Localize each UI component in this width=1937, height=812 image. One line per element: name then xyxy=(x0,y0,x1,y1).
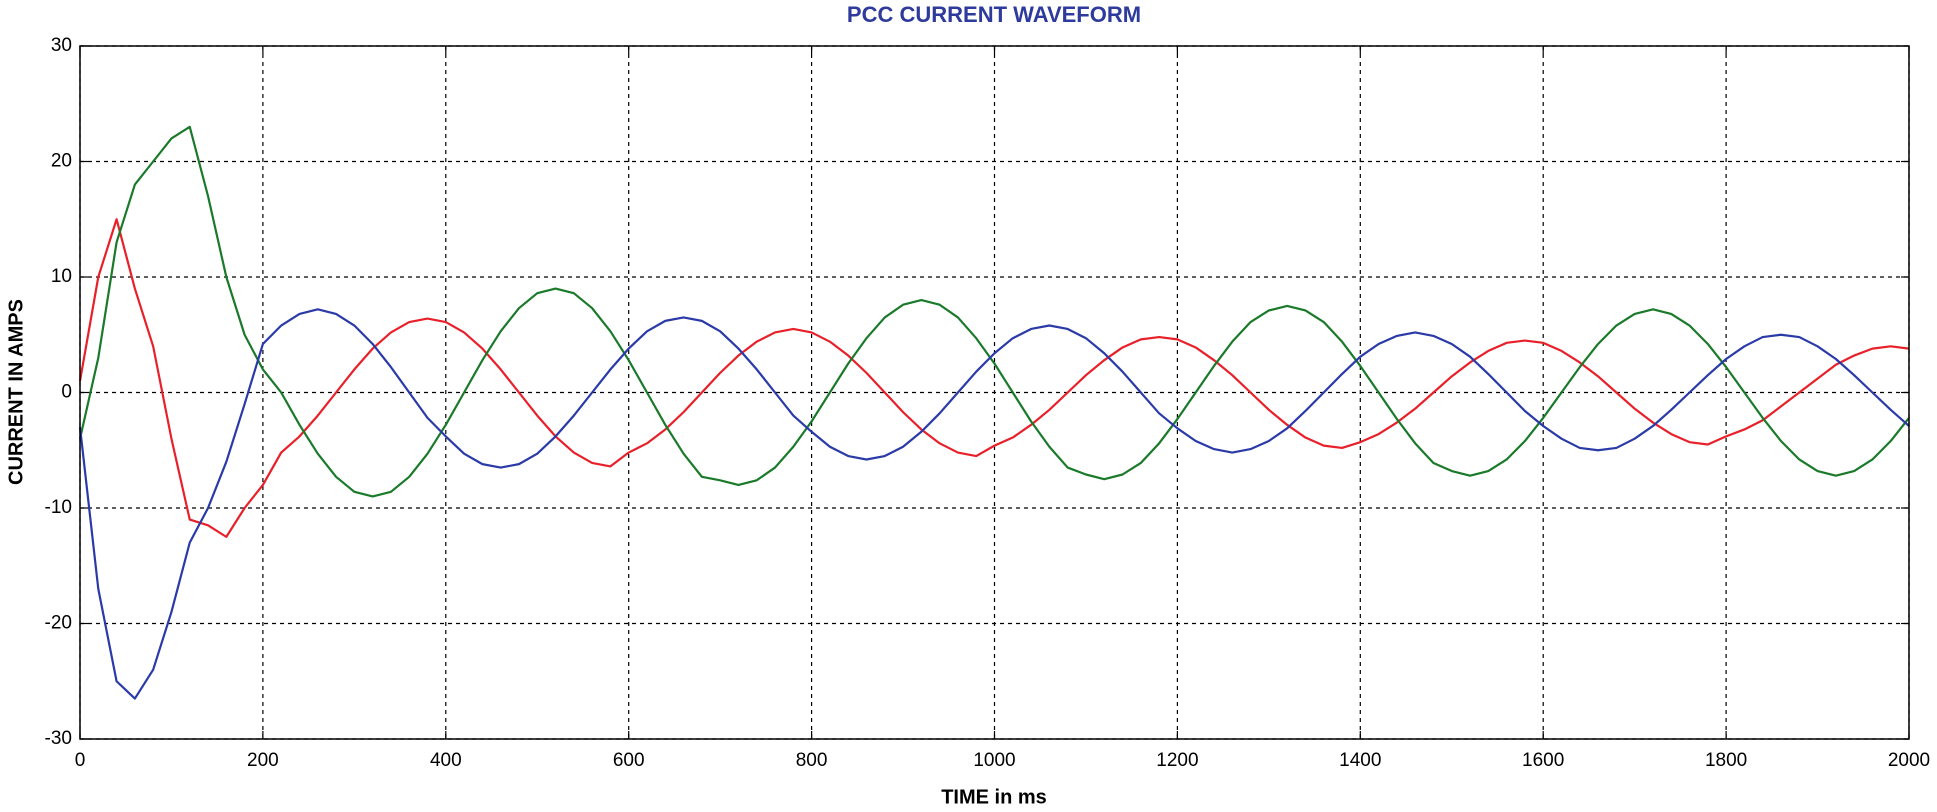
x-tick-label: 400 xyxy=(430,750,462,771)
y-tick-label: 10 xyxy=(51,266,72,287)
y-tick-label: 0 xyxy=(61,382,72,403)
x-tick-label: 1000 xyxy=(973,750,1015,771)
x-tick-label: 2000 xyxy=(1888,750,1930,771)
x-tick-label: 1200 xyxy=(1156,750,1198,771)
y-tick-label: 30 xyxy=(51,35,72,56)
y-axis-label: CURRENT IN AMPS xyxy=(5,299,27,485)
x-tick-label: 600 xyxy=(613,750,645,771)
series-line xyxy=(78,125,1910,498)
y-tick-label: -10 xyxy=(45,497,72,518)
x-tick-label: 1400 xyxy=(1339,750,1381,771)
y-tick-label: -20 xyxy=(45,613,72,634)
x-tick-label: 0 xyxy=(75,750,86,771)
plot-frame xyxy=(79,45,1910,740)
x-tick-label: 800 xyxy=(796,750,828,771)
chart-title: PCC CURRENT WAVEFORM xyxy=(847,2,1141,27)
series-line xyxy=(78,218,1910,538)
x-axis-label: TIME in ms xyxy=(941,786,1047,808)
y-tick-label: -30 xyxy=(45,728,72,749)
series-line xyxy=(78,308,1910,700)
y-tick-label: 20 xyxy=(51,151,72,172)
x-tick-label: 200 xyxy=(247,750,279,771)
x-tick-label: 1800 xyxy=(1705,750,1747,771)
x-tick-label: 1600 xyxy=(1522,750,1564,771)
